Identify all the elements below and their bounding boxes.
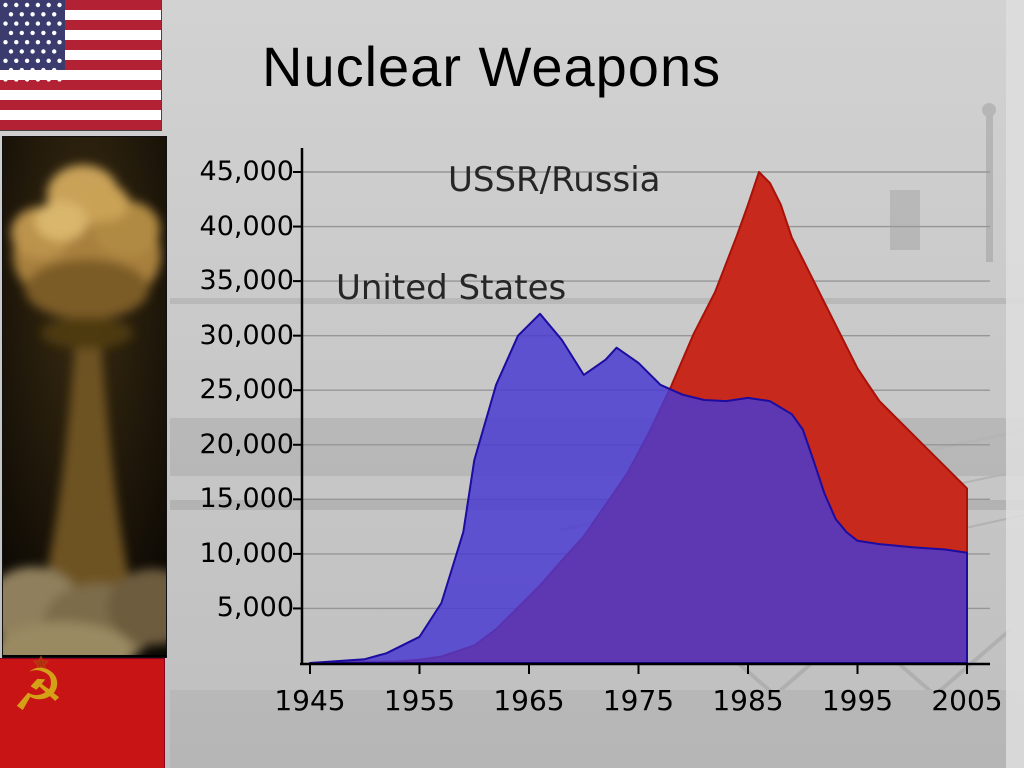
- flag-star: [52, 67, 57, 73]
- flag-star: [24, 21, 30, 26]
- flag-star: [30, 30, 35, 36]
- flag-star: [3, 77, 8, 82]
- flag-star: [8, 67, 14, 73]
- flag-star: [19, 30, 24, 36]
- flag-stripe: [0, 0, 161, 11]
- flag-star: [3, 40, 8, 45]
- flag-star: [46, 2, 51, 8]
- flag-star: [35, 40, 41, 45]
- x-tick-label: 1995: [821, 684, 894, 717]
- flag-star: [30, 49, 35, 54]
- flag-star: [57, 40, 62, 45]
- flag-star: [3, 21, 8, 26]
- flag-star: [30, 67, 35, 73]
- flag-star: [8, 12, 14, 17]
- soviet-star-icon: ★: [32, 651, 50, 675]
- flag-star: [35, 2, 41, 8]
- y-tick-label: 15,000: [199, 483, 294, 515]
- flag-star: [57, 21, 62, 26]
- flag-star: [52, 12, 57, 17]
- y-tick-label: 20,000: [199, 428, 294, 460]
- mushroom-cloud-image: [0, 137, 198, 682]
- y-tick-label: 10,000: [199, 537, 294, 569]
- flag-star: [41, 49, 46, 54]
- flag-star: [8, 49, 14, 54]
- flag-stripe: [0, 40, 161, 51]
- flag-star: [14, 40, 19, 45]
- flag-star: [19, 12, 24, 17]
- flag-star: [24, 58, 30, 63]
- flag-star: [35, 77, 41, 82]
- y-tick-label: 40,000: [199, 210, 294, 242]
- series-label-us: United States: [336, 268, 567, 308]
- flag-star: [19, 49, 24, 54]
- flag-stripe: [0, 110, 161, 121]
- flag-stripe: [0, 20, 161, 31]
- x-tick-label: 1955: [383, 684, 456, 717]
- flag-stripe: [0, 10, 161, 21]
- series-label-ussr: USSR/Russia: [448, 160, 661, 200]
- flag-star: [41, 67, 46, 73]
- x-tick-label: 1975: [602, 684, 675, 717]
- x-tick-label: 1945: [274, 684, 346, 717]
- flag-star: [24, 77, 30, 82]
- slide-title: Nuclear Weapons: [262, 35, 722, 98]
- flag-star: [46, 58, 51, 63]
- flag-stripe: [0, 60, 161, 71]
- hammer-sickle-icon: ☭: [12, 656, 64, 724]
- flag-star: [35, 58, 41, 63]
- flag-star: [14, 2, 19, 8]
- flag-star: [19, 67, 24, 73]
- flag-stripe: [0, 90, 161, 101]
- flag-star: [46, 77, 51, 82]
- flag-star: [30, 12, 35, 17]
- flag-star: [3, 2, 8, 8]
- flag-stripe: [0, 70, 161, 81]
- flag-star: [57, 2, 62, 8]
- flag-star: [52, 49, 57, 54]
- x-tick-label: 1985: [712, 684, 784, 717]
- flag-star: [46, 21, 51, 26]
- flag-star: [52, 30, 57, 36]
- flag-star: [24, 2, 30, 8]
- flag-star: [14, 58, 19, 63]
- us-flag: [0, 0, 161, 131]
- flag-stripe: [0, 100, 161, 111]
- flag-star: [3, 58, 8, 63]
- flag-stripe: [0, 120, 161, 131]
- mushroom-cloud-photo: [0, 136, 198, 682]
- y-tick-label: 30,000: [199, 319, 294, 351]
- flag-star: [14, 21, 19, 26]
- us-flag-image: [0, 0, 161, 131]
- flag-star: [41, 12, 46, 17]
- y-tick-label: 5,000: [216, 592, 294, 624]
- y-tick-label: 25,000: [199, 374, 294, 406]
- soviet-flag: ★ ☭: [0, 651, 164, 768]
- flag-star: [14, 77, 19, 82]
- flag-stripe: [0, 30, 161, 41]
- y-tick-label: 35,000: [199, 265, 294, 297]
- flag-star: [35, 21, 41, 26]
- x-tick-label: 2005: [931, 684, 1003, 717]
- flag-star: [41, 30, 46, 36]
- flag-star: [24, 40, 30, 45]
- flag-star: [46, 40, 51, 45]
- flag-stripe: [0, 80, 161, 91]
- x-tick-label: 1965: [493, 684, 565, 717]
- flag-star: [8, 30, 14, 36]
- flag-star: [57, 77, 62, 82]
- y-tick-label: 45,000: [199, 156, 294, 187]
- flag-star: [57, 58, 62, 63]
- flag-stripe: [0, 50, 161, 61]
